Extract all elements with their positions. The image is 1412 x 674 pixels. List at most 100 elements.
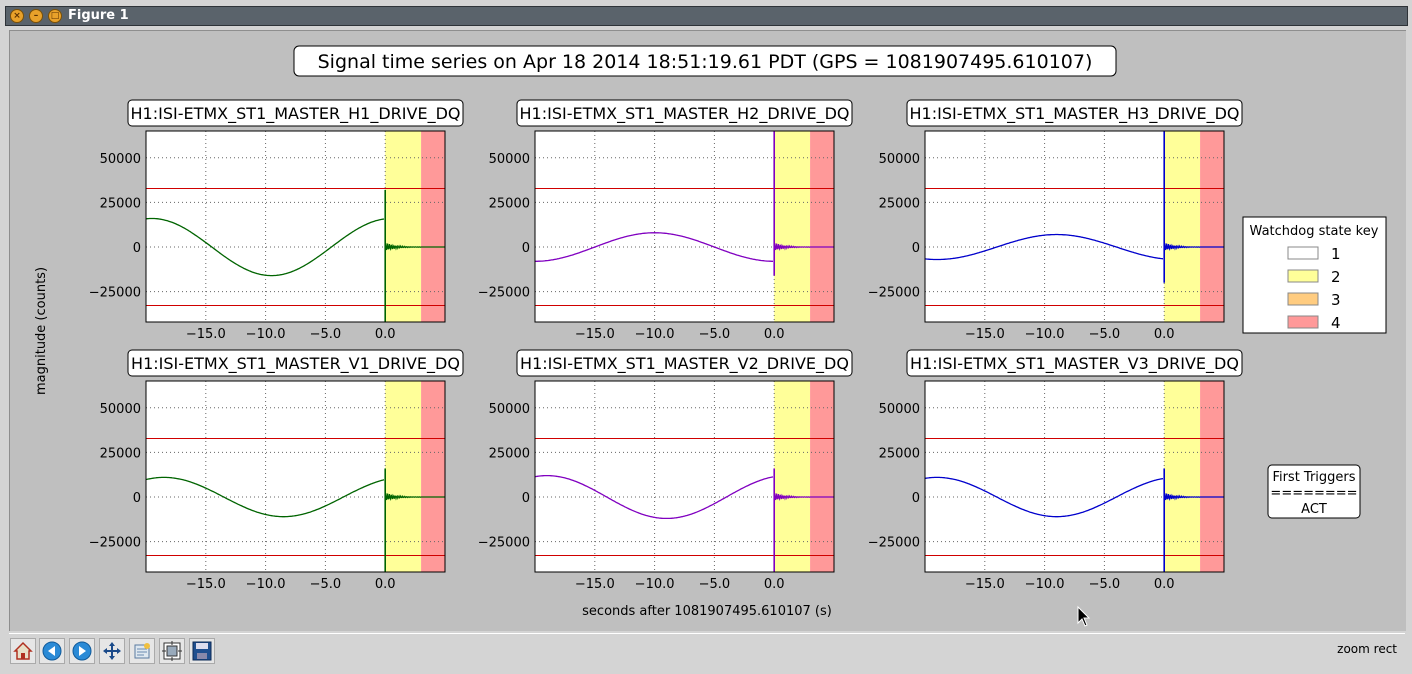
x-tick-label: −15.0 (186, 577, 226, 592)
close-window-icon[interactable]: × (10, 9, 24, 23)
y-tick-label: 25000 (879, 196, 920, 211)
legend-label: 4 (1331, 314, 1341, 332)
subplot-5: H1:ISI-ETMX_ST1_MASTER_V2_DRIVE_DQ −15.0 −… (478, 349, 853, 592)
y-tick-label: 25000 (489, 446, 530, 461)
subplot-3: H1:ISI-ETMX_ST1_MASTER_H3_DRIVE_DQ −15.0 −… (868, 99, 1243, 342)
x-tick-label: −10.0 (635, 327, 675, 342)
x-tick-label: 0.0 (1154, 327, 1175, 342)
signal-line (534, 474, 774, 520)
watchdog-legend: Watchdog state key 1 2 3 4 (1242, 216, 1387, 334)
suptitle: Signal time series on Apr 18 2014 18:51:… (318, 51, 1093, 73)
window-titlebar: × – □ Figure 1 (5, 6, 1408, 26)
legend-swatch (1287, 292, 1319, 306)
y-tick-label: −25000 (868, 286, 920, 301)
y-tick-label: −25000 (478, 286, 530, 301)
zoom-icon[interactable] (129, 638, 155, 664)
legend-label: 2 (1331, 268, 1341, 286)
pan-icon[interactable] (99, 638, 125, 664)
subplot-grid: H1:ISI-ETMX_ST1_MASTER_H1_DRIVE_DQ −15.0 −… (89, 99, 1243, 592)
state-2-span (1164, 131, 1201, 322)
legend-title: Watchdog state key (1250, 224, 1379, 239)
window-title: Figure 1 (68, 8, 129, 23)
x-axis-label: seconds after 1081907495.610107 (s) (582, 604, 832, 619)
signal-ringdown (773, 243, 834, 251)
legend-label: 1 (1331, 245, 1341, 263)
home-icon[interactable] (10, 638, 36, 664)
y-tick-label: 25000 (100, 196, 141, 211)
subplot-4: H1:ISI-ETMX_ST1_MASTER_V1_DRIVE_DQ −15.0 −… (89, 349, 464, 592)
toolbar-mode-text: zoom rect (1337, 642, 1397, 656)
y-tick-label: −25000 (89, 536, 141, 551)
subplot-title: H1:ISI-ETMX_ST1_MASTER_H3_DRIVE_DQ (910, 104, 1240, 124)
x-tick-label: 0.0 (764, 327, 785, 342)
triggers-frame (1267, 464, 1361, 519)
back-icon[interactable] (39, 638, 65, 664)
signal-ringdown (384, 493, 445, 501)
axes-frame (924, 380, 1225, 573)
y-tick-label: 0 (912, 491, 920, 506)
maximize-window-icon[interactable]: □ (48, 9, 62, 23)
mouse-cursor-icon (1077, 605, 1091, 627)
subplot-1: H1:ISI-ETMX_ST1_MASTER_H1_DRIVE_DQ −15.0 −… (89, 99, 464, 342)
forward-icon[interactable] (69, 638, 95, 664)
x-tick-label: −5.0 (699, 577, 731, 592)
state-2-span (385, 131, 422, 322)
axes-frame (924, 130, 1225, 323)
subplot-title-box (906, 349, 1243, 377)
x-tick-label: −15.0 (575, 577, 615, 592)
x-tick-label: 0.0 (1154, 577, 1175, 592)
figure-canvas[interactable]: Signal time series on Apr 18 2014 18:51:… (9, 30, 1406, 631)
y-tick-label: 0 (912, 241, 920, 256)
y-tick-label: 25000 (100, 446, 141, 461)
legend-entry-4: 4 (1287, 314, 1341, 332)
state-4-span (421, 381, 445, 572)
subplot-title-box (127, 99, 464, 127)
y-tick-label: 50000 (100, 152, 141, 167)
signal-line (145, 476, 385, 518)
subplot-6: H1:ISI-ETMX_ST1_MASTER_V3_DRIVE_DQ −15.0 −… (868, 349, 1243, 592)
y-tick-label: 0 (133, 491, 141, 506)
legend-entry-2: 2 (1287, 268, 1341, 286)
suptitle-box (293, 45, 1117, 77)
y-tick-label: 50000 (100, 402, 141, 417)
x-tick-label: −5.0 (1089, 577, 1121, 592)
state-4-span (810, 381, 834, 572)
signal-line (535, 232, 773, 262)
triggers-value: ACT (1301, 502, 1327, 517)
signal-line (145, 217, 385, 277)
state-2-span (774, 131, 811, 322)
y-tick-label: 0 (522, 241, 530, 256)
save-icon[interactable] (189, 638, 215, 664)
axes-frame (145, 380, 446, 573)
x-tick-label: −5.0 (1089, 327, 1121, 342)
state-2-span (1164, 381, 1201, 572)
x-tick-label: −15.0 (965, 327, 1005, 342)
subplot-title: H1:ISI-ETMX_ST1_MASTER_V1_DRIVE_DQ (131, 354, 460, 374)
subplot-title: H1:ISI-ETMX_ST1_MASTER_H2_DRIVE_DQ (520, 104, 850, 124)
subplot-title: H1:ISI-ETMX_ST1_MASTER_H1_DRIVE_DQ (131, 104, 461, 124)
y-tick-label: −25000 (478, 536, 530, 551)
minimize-window-icon[interactable]: – (29, 9, 43, 23)
state-4-span (421, 131, 445, 322)
x-tick-label: −15.0 (186, 327, 226, 342)
subplots-icon[interactable] (159, 638, 185, 664)
x-tick-label: −15.0 (965, 577, 1005, 592)
y-tick-label: 25000 (489, 196, 530, 211)
legend-swatch (1287, 269, 1319, 283)
y-tick-label: −25000 (868, 536, 920, 551)
state-4-span (810, 131, 834, 322)
x-tick-label: 0.0 (375, 577, 396, 592)
toolbar: zoom rect (9, 633, 1405, 672)
x-tick-label: −15.0 (575, 327, 615, 342)
x-tick-label: 0.0 (375, 327, 396, 342)
x-tick-label: −10.0 (246, 577, 286, 592)
legend-swatch (1287, 315, 1319, 329)
state-2-span (774, 381, 811, 572)
axes-frame (534, 380, 835, 573)
state-4-span (1200, 381, 1224, 572)
x-tick-label: −10.0 (1025, 327, 1065, 342)
x-tick-label: −10.0 (1025, 577, 1065, 592)
triggers-separator: ======== (1270, 486, 1357, 501)
legend-entry-3: 3 (1287, 291, 1341, 309)
